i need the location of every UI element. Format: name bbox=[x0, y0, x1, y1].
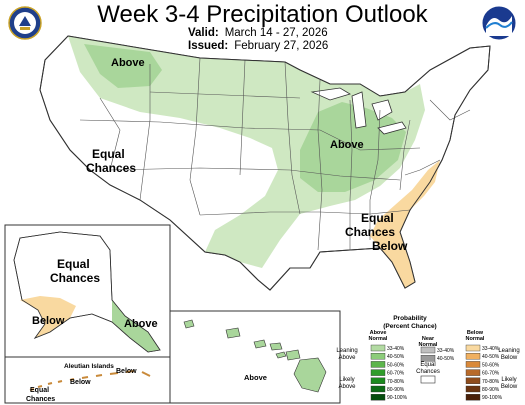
legend-col-near-2: Normal bbox=[419, 342, 438, 348]
legend-equal-chances-2: Chances bbox=[416, 369, 440, 375]
legend-above-swatches: 33-40% 40-50% 50-60% 60-70% 70-80% 80-90% 90-1… bbox=[370, 344, 408, 401]
label-aleutian-equal-2: Chances bbox=[26, 396, 55, 403]
label-equal-chances-southeast-2: Chances bbox=[345, 225, 395, 239]
legend-above-swatch-0 bbox=[370, 344, 386, 352]
legend-below-range-5: 80-90% bbox=[482, 387, 500, 393]
label-aleutian-equal-1: Equal bbox=[30, 387, 49, 394]
legend-below-range-0: 33-40% bbox=[482, 346, 500, 352]
legend-above-swatch-5 bbox=[370, 385, 386, 393]
label-aleutian-title: Aleutian Islands bbox=[64, 363, 114, 370]
legend-below-swatch-0 bbox=[465, 344, 481, 352]
legend-equal-chances-swatch bbox=[420, 375, 436, 384]
legend-near-range-0: 33-40% bbox=[437, 348, 455, 354]
legend-above-range-6: 90-100% bbox=[387, 395, 408, 401]
commerce-seal-icon bbox=[8, 6, 42, 40]
label-aleutian-below-left: Below bbox=[70, 379, 91, 386]
legend-likely-above-1: Likely bbox=[339, 377, 354, 383]
label-equal-chances-southeast-1: Equal bbox=[361, 211, 394, 225]
legend-leaning-below-2: Below bbox=[501, 355, 518, 361]
legend-above-swatch-3 bbox=[370, 369, 386, 376]
label-equal-chances-west-2: Chances bbox=[86, 161, 136, 175]
legend-below-swatch-2 bbox=[465, 361, 481, 368]
legend-below-swatch-1 bbox=[465, 353, 481, 360]
label-below-southeast: Below bbox=[372, 239, 408, 253]
label-alaska-equal-1: Equal bbox=[57, 257, 90, 271]
legend-below-swatch-3 bbox=[465, 369, 481, 376]
noaa-logo-icon bbox=[482, 6, 516, 40]
conus-outline bbox=[39, 35, 491, 291]
legend-title-2: (Percent Chance) bbox=[383, 323, 436, 330]
legend-near-swatches: 33-40% 40-50% bbox=[420, 346, 455, 362]
legend-title-1: Probability bbox=[393, 315, 427, 322]
legend-col-above-2: Normal bbox=[369, 336, 388, 342]
legend-above-swatch-1 bbox=[370, 353, 386, 360]
legend-leaning-below-1: Leaning bbox=[498, 348, 519, 354]
legend-below-swatch-6 bbox=[465, 394, 481, 401]
legend-likely-above-2: Above bbox=[338, 384, 356, 390]
legend-above-range-0: 33-40% bbox=[387, 346, 405, 352]
aleutian-inset-frame bbox=[4, 356, 171, 404]
legend-above-range-3: 60-70% bbox=[387, 371, 405, 377]
legend-above-swatch-4 bbox=[370, 377, 386, 384]
valid-label: Valid: bbox=[188, 27, 219, 39]
legend-col-below-1: Below bbox=[467, 330, 484, 336]
label-above-midwest: Above bbox=[330, 139, 364, 151]
label-hawaii-above: Above bbox=[244, 373, 267, 382]
label-equal-chances-west-1: Equal bbox=[92, 147, 125, 161]
legend-below-range-4: 70-80% bbox=[482, 379, 500, 385]
legend-col-below-2: Normal bbox=[466, 336, 485, 342]
label-above-northwest: Above bbox=[111, 57, 145, 69]
legend-below-range-3: 60-70% bbox=[482, 371, 500, 377]
legend-likely-below-1: Likely bbox=[501, 377, 516, 383]
legend-col-near-1: Near bbox=[422, 336, 435, 342]
great-lakes bbox=[310, 87, 407, 135]
legend: Probability (Percent Chance) Above Norma… bbox=[336, 315, 519, 401]
alaska-outline bbox=[13, 231, 161, 353]
label-alaska-equal-2: Chances bbox=[50, 271, 100, 285]
legend-near-swatch-0 bbox=[420, 346, 436, 354]
legend-below-range-2: 50-60% bbox=[482, 362, 500, 368]
hawaii-islands bbox=[183, 319, 327, 393]
legend-above-range-2: 50-60% bbox=[387, 362, 405, 368]
above-region-northwest bbox=[84, 44, 162, 88]
legend-above-swatch-6 bbox=[370, 394, 386, 401]
legend-below-range-1: 40-50% bbox=[482, 354, 500, 360]
legend-below-swatch-5 bbox=[465, 385, 481, 393]
legend-above-swatch-2 bbox=[370, 361, 386, 368]
legend-below-swatches: 33-40% 40-50% 50-60% 60-70% 70-80% 80-90% 90-1… bbox=[465, 344, 503, 401]
legend-below-swatch-4 bbox=[465, 377, 481, 384]
valid-dates: Valid: March 14 - 27, 2026 bbox=[188, 27, 328, 39]
legend-below-range-6: 90-100% bbox=[482, 395, 503, 401]
page-title: Week 3-4 Precipitation Outlook bbox=[97, 1, 428, 28]
legend-col-above-1: Above bbox=[370, 330, 387, 336]
issued-label: Issued: bbox=[188, 40, 229, 52]
legend-above-range-4: 70-80% bbox=[387, 379, 405, 385]
issued-value: February 27, 2026 bbox=[234, 40, 329, 52]
legend-equal-chances-1: Equal bbox=[420, 362, 435, 368]
alaska-above-region bbox=[112, 300, 160, 352]
state-lines bbox=[79, 57, 471, 251]
legend-above-range-5: 80-90% bbox=[387, 387, 405, 393]
label-aleutian-below-right: Below bbox=[116, 368, 137, 375]
legend-near-swatch-1 bbox=[420, 355, 436, 362]
legend-near-range-1: 40-50% bbox=[437, 356, 455, 362]
label-alaska-below: Below bbox=[32, 315, 65, 327]
legend-leaning-above-2: Above bbox=[338, 355, 356, 361]
label-alaska-above: Above bbox=[124, 318, 158, 330]
legend-leaning-above-1: Leaning bbox=[336, 348, 357, 354]
issued-date: Issued: February 27, 2026 bbox=[188, 40, 328, 52]
alaska-below-region bbox=[20, 296, 76, 338]
legend-likely-below-2: Below bbox=[501, 384, 518, 390]
aleutian-islands bbox=[29, 370, 151, 391]
legend-above-range-1: 40-50% bbox=[387, 354, 405, 360]
valid-value: March 14 - 27, 2026 bbox=[224, 27, 328, 39]
